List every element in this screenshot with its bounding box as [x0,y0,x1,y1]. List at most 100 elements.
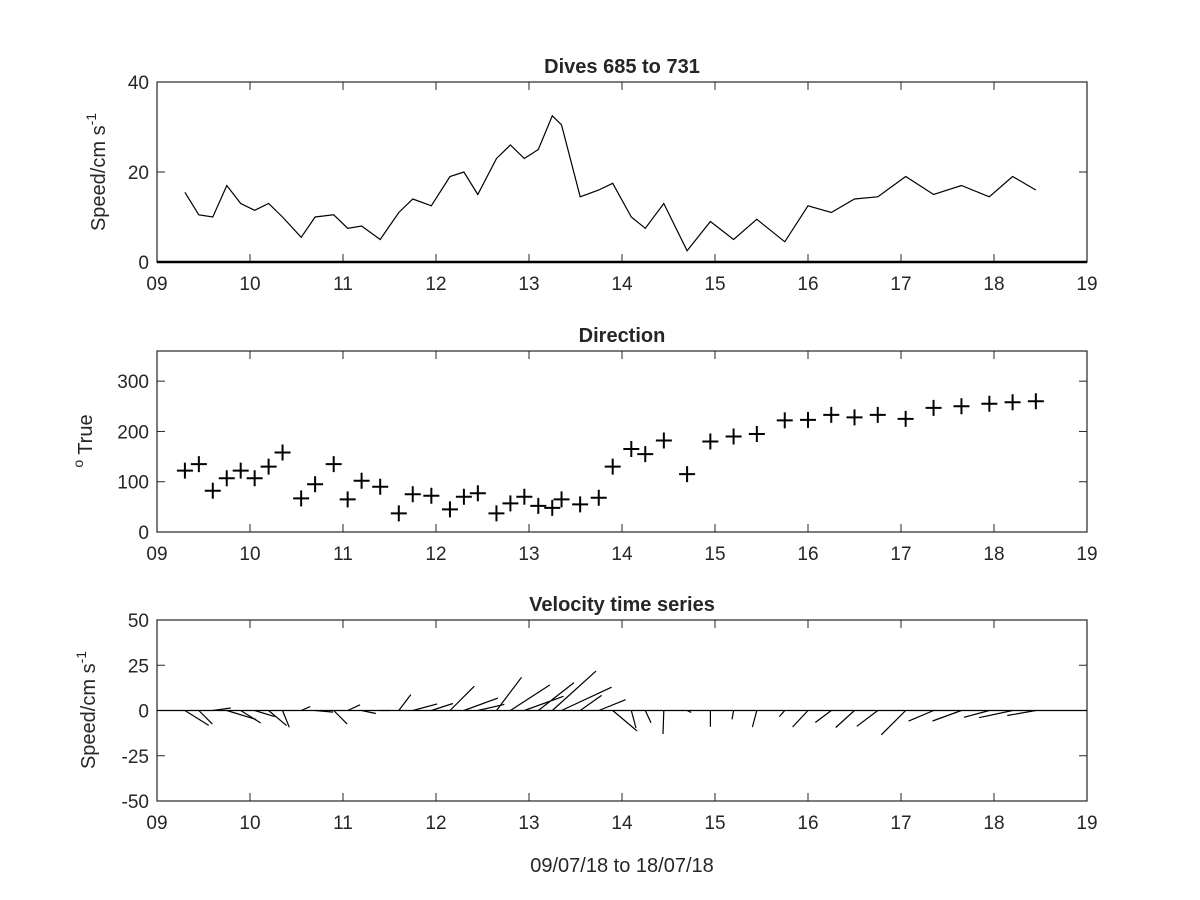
x-tick-label: 19 [1076,813,1097,834]
direction-point [325,456,342,473]
x-tick-label: 17 [890,544,911,565]
direction-point [390,505,407,522]
x-tick-label: 18 [983,813,1004,834]
speed-panel-title: Dives 685 to 731 [544,56,700,78]
x-tick-label: 11 [333,544,353,565]
velocity-stick [598,699,626,712]
x-tick-label: 14 [611,544,633,565]
direction-point [455,488,472,505]
velocity-stick [644,710,652,724]
direction-point [530,497,547,514]
x-tick-label: 14 [611,274,633,295]
velocity-stick [240,709,262,724]
direction-point [274,444,291,461]
velocity-stick [537,682,575,711]
velocity-stick [630,710,637,729]
x-tick-label: 13 [518,274,539,295]
direction-point [339,491,356,508]
direction-point [679,466,696,483]
direction-point [590,489,607,506]
direction-x-ticks: 09 10 11 12 13 14 15 16 17 18 19 [146,351,1098,565]
x-tick-label: 16 [797,544,818,565]
speed-line [184,114,1037,252]
velocity-stick [198,710,213,725]
direction-point [823,406,840,423]
y-tick-label: 100 [117,473,149,494]
speed-y-axis-label: Speed/cm s-1 [83,113,110,231]
velocity-y-axis-label: Speed/cm s-1 [73,651,100,769]
x-tick-label: 12 [425,274,446,295]
velocity-sticks [184,670,1036,736]
velocity-stick [880,710,907,736]
velocity-stick [212,707,231,712]
direction-point [372,478,389,495]
direction-point [897,410,914,427]
direction-point [800,411,816,428]
velocity-stick [551,670,597,711]
direction-panel: Direction 0 100 200 300 09 10 11 12 13 14 15 16 17 1… [70,325,1098,565]
x-tick-label: 12 [425,813,446,834]
speed-series [157,114,1087,264]
x-tick-label: 15 [704,544,725,565]
x-tick-label: 10 [239,544,260,565]
velocity-stick [579,694,602,711]
velocity-stick [908,709,934,722]
direction-point [488,505,505,522]
direction-point [1027,393,1044,410]
direction-point [260,458,277,475]
direction-point [441,501,458,518]
y-tick-label: 25 [128,656,149,677]
x-tick-label: 12 [425,544,446,565]
direction-point [293,490,310,507]
direction-point [353,472,370,489]
x-tick-label: 18 [983,274,1004,295]
direction-point [748,425,765,442]
x-tick-label: 11 [333,813,353,834]
speed-panel: Dives 685 to 731 0 20 40 09 10 11 12 13 14 15 16 1… [83,56,1098,295]
velocity-stick [662,710,665,735]
velocity-stick [835,710,855,728]
velocity-stick [268,710,287,727]
velocity-stick [496,676,522,711]
velocity-stick [510,684,551,712]
y-tick-label: 50 [128,611,149,632]
speed-plot-area [156,81,1088,263]
y-tick-label: 0 [138,702,149,723]
direction-point [469,485,486,502]
velocity-stick [449,685,475,711]
velocity-stick [612,710,638,732]
direction-point [637,446,654,463]
velocity-stick [463,697,499,712]
direction-point [572,496,589,513]
velocity-stick [412,703,438,712]
x-tick-label: 09 [146,274,167,295]
velocity-x-axis-label: 09/07/18 to 18/07/18 [530,855,714,877]
velocity-stick [814,710,832,723]
velocity-stick [978,709,1013,719]
speed-y-ticks: 0 20 40 [128,73,1087,274]
direction-point [604,458,621,475]
direction-y-axis-label: oTrue [70,414,97,467]
direction-point [725,428,742,445]
direction-point [190,456,207,473]
direction-point [502,495,519,512]
x-tick-label: 17 [890,274,911,295]
x-tick-label: 14 [611,813,633,834]
direction-point [246,470,263,487]
x-tick-label: 15 [704,813,725,834]
direction-point [981,395,998,412]
velocity-stick [778,710,786,718]
velocity-stick [398,694,412,711]
direction-point [232,462,249,479]
x-tick-label: 19 [1076,274,1097,295]
direction-y-ticks: 0 100 200 300 [117,372,1087,544]
direction-point [925,399,942,416]
x-tick-label: 13 [518,544,539,565]
direction-point [655,432,672,449]
velocity-stick [856,710,879,727]
velocity-panel: Velocity time series 50 25 0 -25 -50 09 10 11 1… [73,594,1098,877]
velocity-stick [524,695,564,712]
velocity-stick [686,709,692,713]
velocity-stick [226,709,257,721]
